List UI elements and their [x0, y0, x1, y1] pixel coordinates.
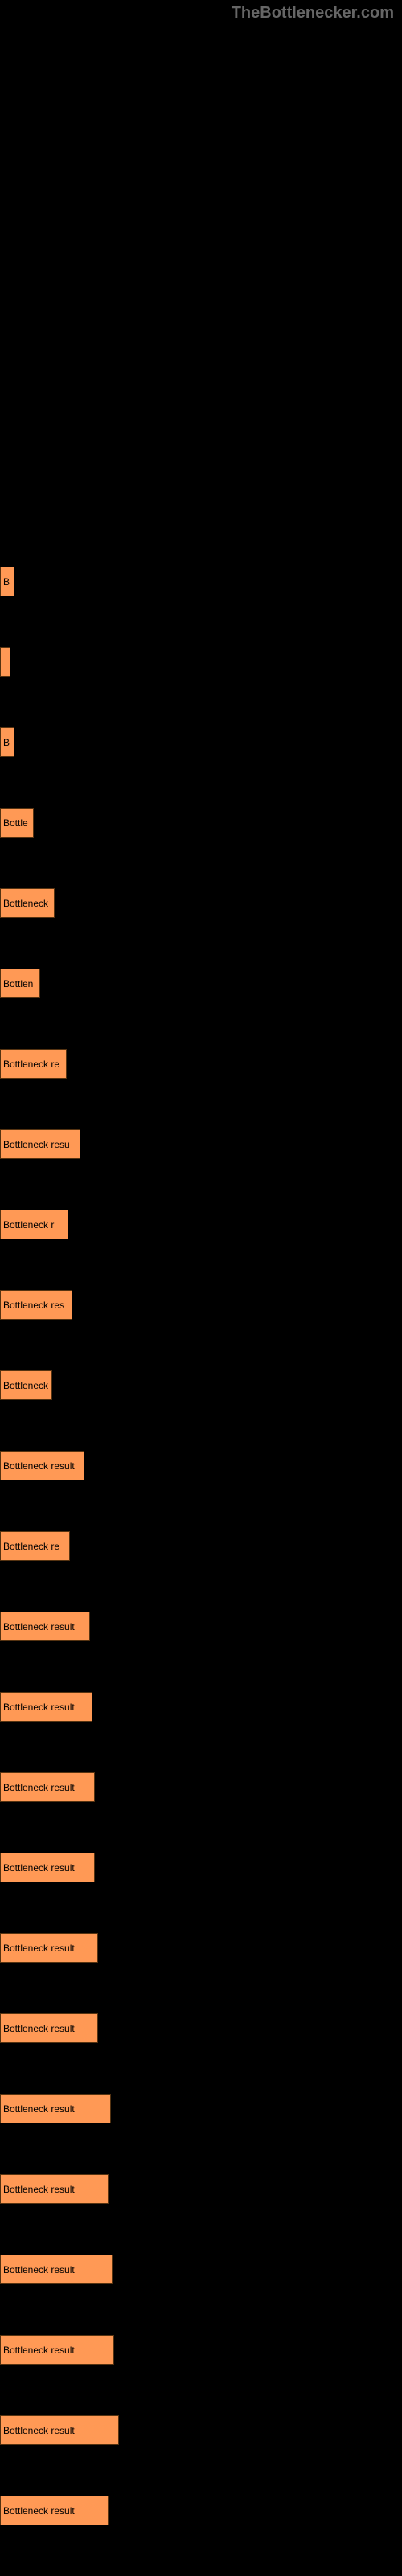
- chart-bar: Bottleneck result: [0, 2174, 109, 2204]
- bar-row: Bottleneck re: [0, 1531, 402, 1559]
- bar-chart: B B Bottle Bottleneck Bottlen Bottleneck re Bo…: [0, 567, 402, 2576]
- chart-bar: Bottleneck result: [0, 2415, 119, 2445]
- bar-row: Bottleneck result: [0, 2255, 402, 2283]
- chart-bar: Bottleneck result: [0, 1692, 92, 1722]
- watermark-text: TheBottlenecker.com: [232, 4, 394, 23]
- bar-row: Bottleneck resu: [0, 1129, 402, 1157]
- chart-bar: Bottleneck re: [0, 1049, 67, 1079]
- bar-row: B: [0, 567, 402, 595]
- bar-row: Bottleneck result: [0, 1772, 402, 1800]
- chart-bar: Bottleneck res: [0, 1290, 72, 1320]
- bar-row: Bottleneck res: [0, 1290, 402, 1318]
- bar-row: Bottleneck result: [0, 1853, 402, 1881]
- chart-bar: Bottlen: [0, 969, 40, 998]
- chart-bar: Bottleneck result: [0, 1772, 95, 1802]
- bar-row: Bottleneck re: [0, 1049, 402, 1077]
- bar-row: Bottleneck result: [0, 2174, 402, 2202]
- chart-bar: Bottleneck result: [0, 1612, 90, 1641]
- chart-bar: Bottleneck result: [0, 2255, 113, 2284]
- bar-row: Bottleneck result: [0, 1933, 402, 1961]
- chart-bar: Bottleneck result: [0, 2094, 111, 2123]
- chart-bar: Bottleneck re: [0, 1531, 70, 1561]
- chart-bar: [0, 647, 10, 677]
- bar-row: Bottleneck result: [0, 2415, 402, 2443]
- chart-bar: Bottleneck result: [0, 2335, 114, 2365]
- chart-bar: Bottleneck result: [0, 2496, 109, 2525]
- chart-bar: Bottleneck: [0, 1370, 52, 1400]
- chart-bar: Bottleneck result: [0, 1853, 95, 1882]
- chart-bar: B: [0, 727, 14, 757]
- bar-row: Bottleneck: [0, 888, 402, 916]
- bar-row: Bottleneck result: [0, 2335, 402, 2363]
- bar-row: Bottlen: [0, 969, 402, 997]
- chart-bar: Bottle: [0, 808, 34, 838]
- chart-bar: B: [0, 567, 14, 596]
- chart-bar: Bottleneck resu: [0, 1129, 80, 1159]
- chart-bar: Bottleneck result: [0, 1451, 84, 1480]
- bar-row: [0, 647, 402, 675]
- chart-bar: Bottleneck: [0, 888, 55, 918]
- chart-bar: Bottleneck result: [0, 1933, 98, 1963]
- bar-row: Bottleneck: [0, 1370, 402, 1399]
- bar-row: B: [0, 727, 402, 756]
- bar-row: Bottleneck result: [0, 1612, 402, 1640]
- bar-row: Bottleneck r: [0, 1210, 402, 1238]
- bar-row: Bottleneck result: [0, 2094, 402, 2122]
- bar-row: Bottleneck result: [0, 1692, 402, 1720]
- bar-row: Bottleneck result: [0, 1451, 402, 1479]
- bar-row: Bottleneck result: [0, 2496, 402, 2524]
- chart-bar: Bottleneck r: [0, 1210, 68, 1239]
- chart-bar: Bottleneck result: [0, 2013, 98, 2043]
- bar-row: Bottle: [0, 808, 402, 836]
- bar-row: Bottleneck result: [0, 2013, 402, 2042]
